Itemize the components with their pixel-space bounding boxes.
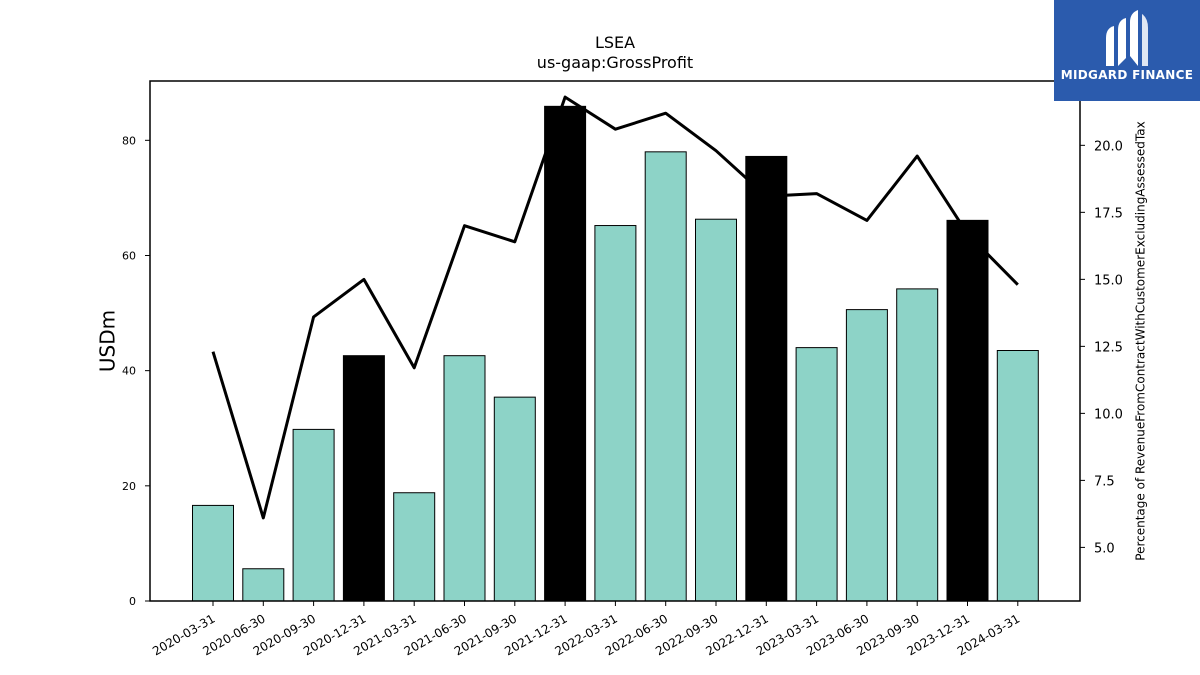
bar: [393, 492, 436, 602]
y2-tick-label: 5.0: [1094, 541, 1115, 556]
logo-text: MIDGARD FINANCE: [1060, 68, 1194, 82]
bar: [695, 218, 737, 602]
bar: [192, 504, 234, 602]
y2-tick-label: 12.5: [1094, 340, 1123, 355]
y2-tick-label: 15.0: [1094, 273, 1123, 288]
bar: [242, 568, 285, 602]
x-axis: 2020-03-312020-06-302020-09-302020-12-31…: [150, 601, 1022, 658]
y2-axis: 5.0 7.5 10.0 12.5 15.0 17.5 20.0: [1080, 139, 1123, 556]
bar: [644, 151, 687, 602]
bar: [493, 396, 536, 602]
y-axis-label: USDm: [96, 310, 120, 372]
bar: [996, 350, 1039, 602]
bar: [342, 355, 385, 602]
y-tick-label: 0: [129, 595, 136, 608]
line-series: [211, 95, 1019, 520]
y2-tick-label: 10.0: [1094, 407, 1123, 422]
bar: [594, 225, 637, 602]
y2-tick-label: 20.0: [1094, 139, 1123, 154]
y2-axis-label: Percentage of RevenueFromContractWithCus…: [1134, 121, 1148, 560]
line-path: [211, 95, 1019, 520]
y-tick-label: 80: [122, 134, 136, 147]
chart-subtitle: us-gaap:GrossProfit: [537, 53, 693, 72]
y2-tick-label: 17.5: [1094, 206, 1123, 221]
bar: [845, 309, 888, 602]
midgard-finance-logo: MIDGARD FINANCE: [1054, 0, 1200, 101]
chart-title: LSEA: [595, 33, 635, 52]
bar: [896, 288, 939, 602]
y-tick-label: 20: [122, 480, 136, 493]
y-tick-label: 60: [122, 249, 136, 262]
bar: [946, 219, 989, 602]
y-axis: 0 20 40 60 80: [122, 134, 150, 608]
bar: [292, 428, 335, 602]
bars: [192, 105, 1039, 602]
bar: [544, 105, 587, 602]
bar: [795, 347, 838, 602]
bar: [745, 155, 788, 602]
y2-tick-label: 7.5: [1094, 474, 1115, 489]
midgard-logo-icon: [1106, 10, 1148, 66]
bar: [443, 355, 486, 602]
y-tick-label: 40: [122, 365, 136, 378]
